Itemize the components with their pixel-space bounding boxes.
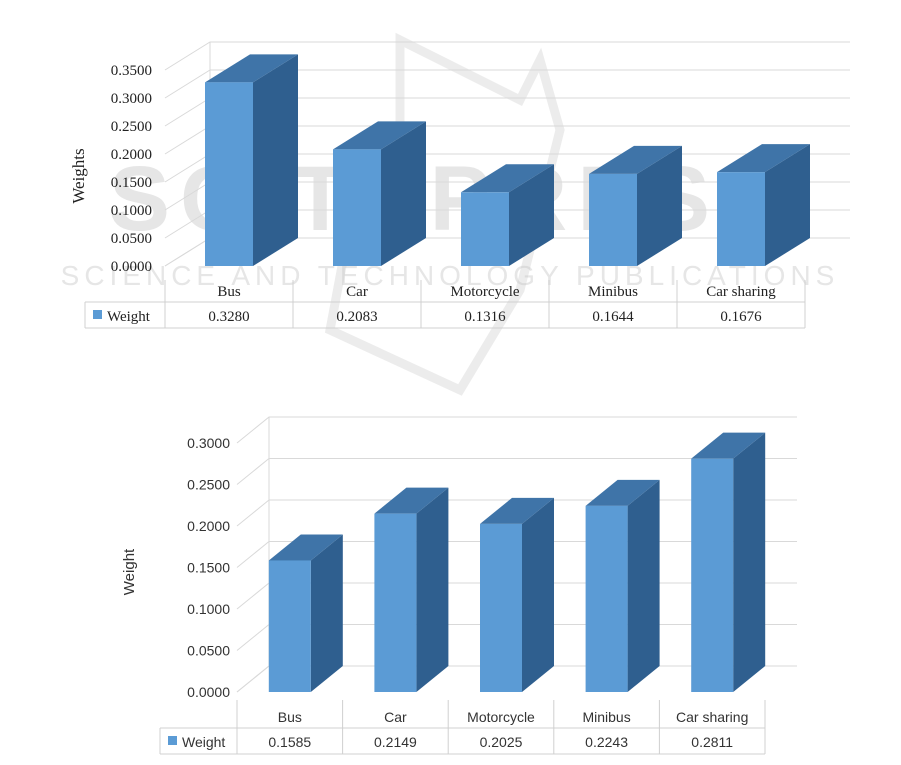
bar-front xyxy=(589,173,637,266)
bar-car-sharing xyxy=(691,432,766,692)
category-label: Car xyxy=(346,284,368,300)
chart-bottom-bars xyxy=(268,432,766,692)
bar-front xyxy=(691,458,734,692)
watermark-subtitle: SCIENCE AND TECHNOLOGY PUBLICATIONS xyxy=(61,260,840,291)
legend-swatch xyxy=(168,736,177,745)
bar-car-sharing xyxy=(717,144,810,266)
data-label: 0.1585 xyxy=(268,734,311,750)
bar-side xyxy=(627,479,660,692)
y-tick-label: 0.2500 xyxy=(187,477,230,493)
bar-side xyxy=(310,534,343,692)
bar-minibus xyxy=(585,479,660,692)
data-label: 0.1316 xyxy=(464,309,506,325)
data-label: 0.2083 xyxy=(336,309,377,325)
chart-bottom: 0.0000 0.0500 0.1000 0.1500 0.2000 0.2500 0.30… xyxy=(121,416,797,755)
bar-side xyxy=(637,145,682,266)
bar-top xyxy=(691,432,766,459)
y-tick-label: 0.1500 xyxy=(187,560,230,576)
bar-motorcycle xyxy=(461,164,554,266)
category-label: Minibus xyxy=(588,284,638,300)
category-label: Bus xyxy=(278,709,302,725)
data-label: 0.2025 xyxy=(480,734,523,750)
data-label: 0.2811 xyxy=(691,734,733,750)
data-label: 0.2243 xyxy=(585,734,628,750)
category-label: Minibus xyxy=(582,709,630,725)
y-tick-label: 0.2000 xyxy=(111,147,152,163)
bar-front xyxy=(374,513,417,692)
bar-top xyxy=(585,479,660,506)
y-tick-label: 0.3500 xyxy=(111,63,152,79)
bar-side xyxy=(733,432,766,692)
y-tick-label: 0.0000 xyxy=(111,259,152,275)
bar-top xyxy=(480,497,554,524)
category-label: Car sharing xyxy=(676,709,748,725)
bar-motorcycle xyxy=(480,497,554,692)
bar-bus xyxy=(268,534,343,692)
bar-side xyxy=(522,497,554,692)
bar-top xyxy=(374,487,449,514)
y-tick-label: 0.3000 xyxy=(187,435,230,451)
bar-front xyxy=(268,560,311,692)
data-label: 0.1676 xyxy=(720,309,762,325)
y-tick-label: 0.1000 xyxy=(187,601,230,617)
chart-bottom-data-table: Bus 0.1585 Car 0.2149 Motorcycle 0.2025 Minibu… xyxy=(159,700,766,755)
bar-top xyxy=(205,54,298,83)
category-label: Motorcycle xyxy=(450,284,519,300)
category-label: Car xyxy=(384,709,407,725)
bar-front xyxy=(585,505,628,692)
bar-top xyxy=(461,164,554,193)
legend-entry: Weight xyxy=(182,734,225,750)
bar-front xyxy=(205,82,253,266)
chart-top-y-axis-title: Weights xyxy=(69,148,88,203)
category-label: Motorcycle xyxy=(467,709,535,725)
y-tick-label: 0.2500 xyxy=(111,119,152,135)
bar-top xyxy=(268,534,343,561)
y-tick-label: 0.0500 xyxy=(111,231,152,247)
bar-front xyxy=(480,523,522,692)
bar-top xyxy=(589,145,682,174)
bar-side xyxy=(765,144,810,266)
chart-top: 0.0000 0.0500 0.1000 0.1500 0.2000 0.2500 0.30… xyxy=(69,41,850,329)
y-tick-label: 0.1500 xyxy=(111,175,152,191)
bar-car xyxy=(374,487,449,692)
bar-side xyxy=(381,121,426,267)
bar-minibus xyxy=(589,145,682,266)
data-label: 0.3280 xyxy=(208,309,249,325)
legend-swatch xyxy=(93,310,102,319)
bar-side xyxy=(253,54,298,266)
bar-car xyxy=(333,121,426,267)
chart-top-y-axis: 0.0000 0.0500 0.1000 0.1500 0.2000 0.2500 0.30… xyxy=(111,63,152,275)
legend-entry: Weight xyxy=(107,309,151,325)
data-label: 0.1644 xyxy=(592,309,634,325)
gridline xyxy=(236,416,797,444)
bar-top xyxy=(717,144,810,173)
bar-side xyxy=(416,487,449,692)
bar-side xyxy=(509,164,554,266)
chart-top-bars xyxy=(205,54,810,267)
bar-top xyxy=(333,121,426,150)
bar-front xyxy=(333,149,381,266)
category-label: Car sharing xyxy=(706,284,776,300)
y-tick-label: 0.2000 xyxy=(187,518,230,534)
bar-bus xyxy=(205,54,298,266)
category-label: Bus xyxy=(217,284,241,300)
y-tick-label: 0.3000 xyxy=(111,91,152,107)
bar-front xyxy=(717,172,765,266)
chart-bottom-y-axis: 0.0000 0.0500 0.1000 0.1500 0.2000 0.2500 0.30… xyxy=(187,435,230,700)
bar-front xyxy=(461,192,509,266)
y-tick-label: 0.0500 xyxy=(187,643,230,659)
y-tick-label: 0.0000 xyxy=(187,684,230,700)
y-tick-label: 0.1000 xyxy=(111,203,152,219)
chart-top-data-table: Bus 0.3280 Car 0.2083 Motorcycle 0.1316 Minibu… xyxy=(84,280,806,329)
chart-bottom-y-axis-title: Weight xyxy=(121,548,138,595)
data-label: 0.2149 xyxy=(374,734,417,750)
